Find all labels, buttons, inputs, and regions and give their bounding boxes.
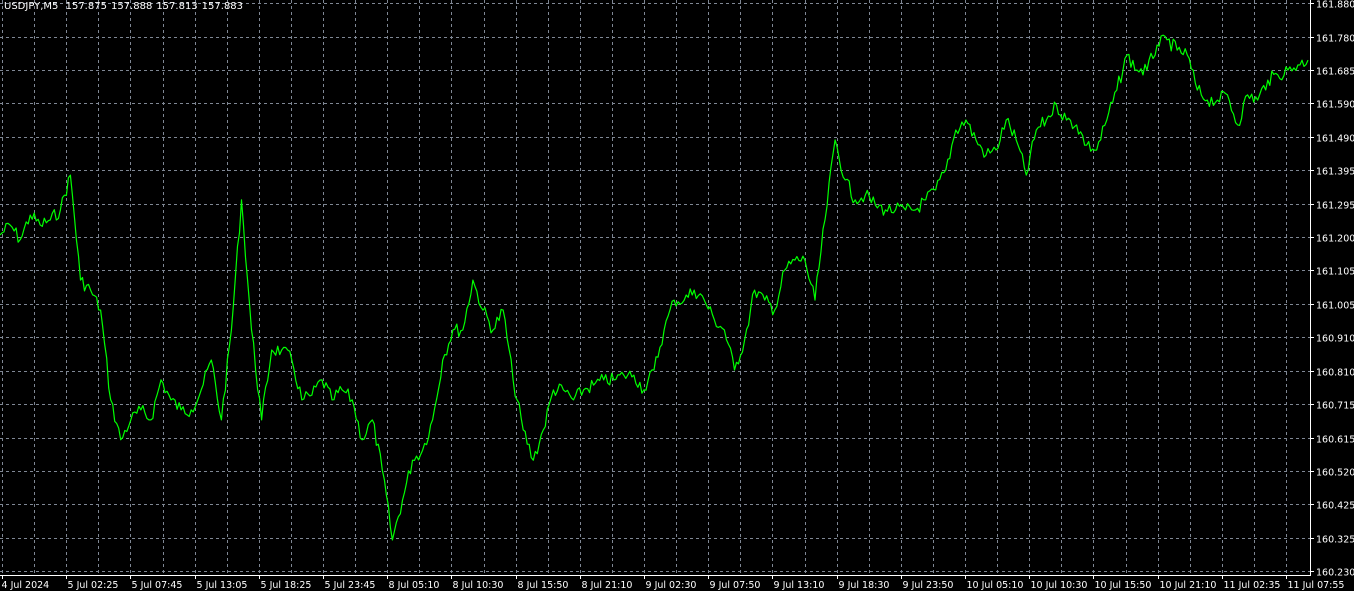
y-tick-label: 160.425 [1316,501,1354,512]
low-price: 157.813 [156,1,198,12]
y-tick-label: 160.520 [1316,468,1354,479]
x-tick-label: 9 Jul 13:10 [774,580,825,591]
x-tick-label: 9 Jul 18:30 [839,580,890,591]
y-tick-label: 160.615 [1316,435,1354,446]
x-tick-label: 8 Jul 05:10 [389,580,440,591]
x-tick-label: 5 Jul 02:25 [68,580,119,591]
x-tick-label: 10 Jul 21:10 [1160,580,1217,591]
x-tick-label: 8 Jul 15:50 [518,580,569,591]
y-tick-label: 160.325 [1316,535,1354,546]
x-tick-label: 8 Jul 10:30 [453,580,504,591]
x-tick-label: 5 Jul 13:05 [197,580,248,591]
close-price: 157.883 [201,1,244,12]
y-tick-label: 161.685 [1316,67,1354,78]
y-tick-label: 161.395 [1316,167,1354,178]
y-tick-label: 160.230 [1316,568,1354,579]
x-tick-label: 11 Jul 07:55 [1288,580,1345,591]
high-price: 157.888 [110,1,153,12]
x-tick-label: 10 Jul 05:10 [967,580,1024,591]
x-tick-label: 4 Jul 2024 [2,580,50,591]
symbol-label: USDJPY,M5 [4,1,59,12]
x-tick-label: 10 Jul 10:30 [1031,580,1088,591]
y-tick-label: 161.490 [1316,134,1354,145]
x-tick-label: 11 Jul 02:35 [1224,580,1281,591]
x-tick-label: 10 Jul 15:50 [1095,580,1152,591]
y-tick-label: 161.780 [1316,34,1354,45]
price-line [0,34,1309,541]
x-tick-label: 9 Jul 23:50 [903,580,954,591]
x-tick-label: 9 Jul 02:30 [646,580,697,591]
chart-header: USDJPY,M5 157.875 157.888 157.813 157.883 [4,1,247,12]
x-tick-label: 8 Jul 21:10 [582,580,633,591]
y-tick-label: 160.810 [1316,368,1354,379]
price-axis[interactable]: 161.880 161.780 161.685 161.590 161.490 161.3… [1310,0,1354,579]
x-tick-label: 9 Jul 07:50 [710,580,761,591]
y-tick-label: 161.005 [1316,301,1354,312]
y-tick-label: 160.715 [1316,401,1354,412]
grid [0,0,1310,575]
x-tick-label: 5 Jul 07:45 [132,580,183,591]
open-price: 157.875 [65,1,107,12]
x-tick-label: 5 Jul 23:45 [325,580,376,591]
y-tick-label: 160.910 [1316,334,1354,345]
time-axis[interactable]: 4 Jul 2024 5 Jul 02:25 5 Jul 07:45 5 Jul 13… [2,575,1345,591]
y-tick-label: 161.880 [1316,0,1354,11]
y-tick-label: 161.295 [1316,201,1354,212]
y-tick-label: 161.105 [1316,267,1354,278]
series-layer [0,34,1309,541]
y-tick-label: 161.200 [1316,234,1354,245]
y-tick-label: 161.590 [1316,100,1354,111]
x-tick-label: 5 Jul 18:25 [261,580,312,591]
